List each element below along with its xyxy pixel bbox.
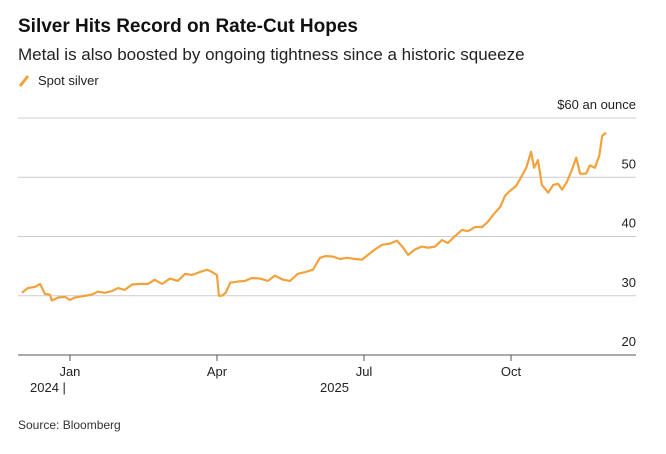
x-tick-label: Jan [59,364,80,379]
year-label: 2024 | [30,380,66,395]
chart-subtitle: Metal is also boosted by ongoing tightne… [18,45,525,64]
y-tick-label: 50 [622,156,636,171]
y-tick-label: $60 an ounce [557,97,636,112]
x-tick-label: Apr [207,364,228,379]
x-tick-label: Jul [356,364,373,379]
y-tick-label: 40 [622,216,636,231]
legend-label: Spot silver [38,73,99,88]
x-tick-label: Oct [501,364,522,379]
y-tick-label: 20 [622,334,636,349]
source: Source: Bloomberg [18,418,121,432]
series-line [21,131,607,302]
chart-title: Silver Hits Record on Rate-Cut Hopes [18,16,358,37]
legend-swatch [18,75,30,87]
year-label: 2025 [320,380,349,395]
y-tick-label: 30 [622,275,636,290]
